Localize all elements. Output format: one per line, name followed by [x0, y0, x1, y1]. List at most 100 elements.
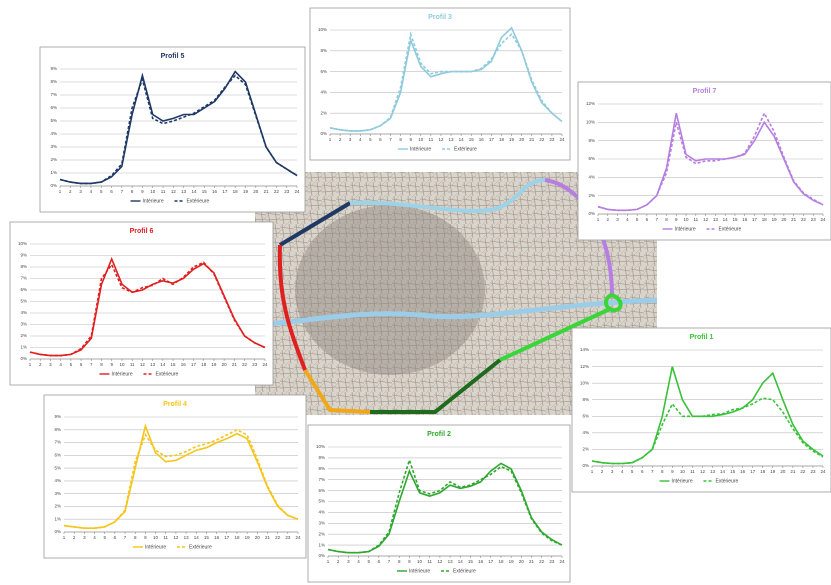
x-tick-label: 17: [222, 189, 228, 194]
legend-label: Extérieure: [156, 371, 179, 377]
x-tick-label: 16: [742, 217, 748, 222]
y-tick-label: 12%: [586, 101, 595, 106]
series-line: [59, 70, 298, 185]
x-tick-label: 8: [399, 137, 402, 142]
x-tick-label: 18: [499, 137, 505, 142]
x-tick-label: 22: [274, 189, 280, 194]
x-tick-label: 8: [134, 535, 137, 540]
y-tick-label: 1%: [20, 345, 27, 350]
x-tick-label: 9: [409, 137, 412, 142]
x-tick-label: 14: [160, 362, 166, 367]
x-tick-label: 11: [130, 362, 135, 367]
x-tick-label: 19: [211, 362, 217, 367]
x-tick-label: 12: [703, 217, 709, 222]
series-line: [591, 397, 824, 465]
y-tick-label: 9%: [318, 455, 325, 460]
y-tick-label: 8%: [318, 466, 325, 471]
x-tick-label: 5: [367, 559, 370, 564]
x-tick-label: 2: [607, 217, 610, 222]
x-tick-label: 24: [559, 137, 565, 142]
x-tick-label: 5: [103, 535, 106, 540]
x-tick-label: 12: [140, 362, 146, 367]
x-tick-label: 13: [448, 559, 454, 564]
legend-label: Extérieure: [716, 478, 739, 484]
chart: Profil 40%1%2%3%4%5%6%7%8%9%1 2 3 4 5 6 7 8 9 10 1…: [43, 394, 307, 559]
x-tick-label: 22: [242, 362, 248, 367]
x-tick-label: 8: [661, 469, 664, 474]
y-tick-label: 4%: [588, 175, 595, 180]
x-tick-label: 6: [114, 535, 117, 540]
x-tick-label: 15: [732, 217, 738, 222]
x-tick-label: 22: [539, 137, 545, 142]
x-tick-label: 10: [153, 535, 159, 540]
x-tick-label: 13: [181, 189, 187, 194]
x-tick-label: 19: [509, 559, 515, 564]
x-tick-label: 16: [214, 535, 220, 540]
x-tick-label: 9: [110, 362, 113, 367]
legend-label: Intérieure: [112, 371, 133, 377]
x-tick-label: 10: [418, 137, 424, 142]
x-tick-label: 11: [693, 217, 698, 222]
x-tick-label: 17: [488, 559, 494, 564]
series-line: [63, 423, 299, 529]
x-tick-label: 18: [234, 535, 240, 540]
y-tick-label: 5%: [54, 465, 61, 470]
ring-road: [499, 293, 623, 362]
x-tick-label: 19: [770, 469, 776, 474]
x-tick-label: 13: [710, 469, 716, 474]
legend-label: Extérieure: [719, 226, 742, 232]
chart-frame: [309, 7, 571, 161]
y-tick-label: 7%: [54, 440, 61, 445]
x-tick-label: 18: [201, 362, 207, 367]
river: [254, 297, 658, 328]
x-tick-label: 19: [245, 535, 251, 540]
x-tick-label: 12: [438, 137, 444, 142]
y-tick-label: 9%: [50, 66, 57, 71]
chart: Profil 70%2%4%6%8%10%12%1 2 3 4 5 6 7 8 9 10 11 12 1…: [577, 81, 831, 241]
x-tick-label: 6: [379, 137, 382, 142]
y-tick-label: 7%: [318, 477, 325, 482]
x-tick-label: 14: [194, 535, 200, 540]
y-tick-label: 4%: [320, 90, 327, 95]
x-tick-label: 23: [252, 362, 258, 367]
x-tick-label: 9: [144, 535, 147, 540]
x-tick-label: 1: [29, 362, 32, 367]
x-tick-label: 4: [357, 559, 360, 564]
x-tick-label: 11: [163, 535, 168, 540]
x-tick-label: 18: [233, 189, 239, 194]
x-tick-label: 3: [49, 362, 52, 367]
y-tick-label: 0%: [54, 529, 61, 534]
x-tick-label: 5: [636, 217, 639, 222]
ring-road: [349, 178, 546, 214]
x-tick-label: 18: [762, 217, 768, 222]
x-tick-label: 24: [294, 189, 300, 194]
x-tick-label: 16: [181, 362, 187, 367]
y-tick-label: 6%: [54, 453, 61, 458]
x-tick-label: 13: [713, 217, 719, 222]
legend-label: Extérieure: [189, 544, 212, 550]
y-tick-label: 14%: [580, 347, 589, 352]
x-tick-label: 10: [150, 189, 156, 194]
x-tick-label: 16: [212, 189, 218, 194]
x-tick-label: 10: [684, 217, 690, 222]
y-tick-label: 3%: [20, 322, 27, 327]
x-tick-label: 23: [549, 559, 555, 564]
x-tick-label: 1: [327, 559, 330, 564]
series-line: [329, 31, 563, 132]
x-tick-label: 14: [723, 217, 729, 222]
x-tick-label: 22: [801, 217, 807, 222]
x-tick-label: 13: [449, 137, 455, 142]
x-tick-label: 5: [631, 469, 634, 474]
x-tick-label: 16: [479, 137, 485, 142]
x-tick-label: 14: [191, 189, 197, 194]
y-tick-label: 6%: [582, 413, 589, 418]
chart-frame: [43, 394, 307, 559]
y-tick-label: 7%: [50, 92, 57, 97]
x-tick-label: 18: [760, 469, 766, 474]
x-tick-label: 20: [253, 189, 259, 194]
x-tick-label: 14: [458, 559, 464, 564]
x-tick-label: 19: [772, 217, 778, 222]
x-tick-label: 7: [121, 189, 124, 194]
chart-frame: [39, 46, 306, 213]
